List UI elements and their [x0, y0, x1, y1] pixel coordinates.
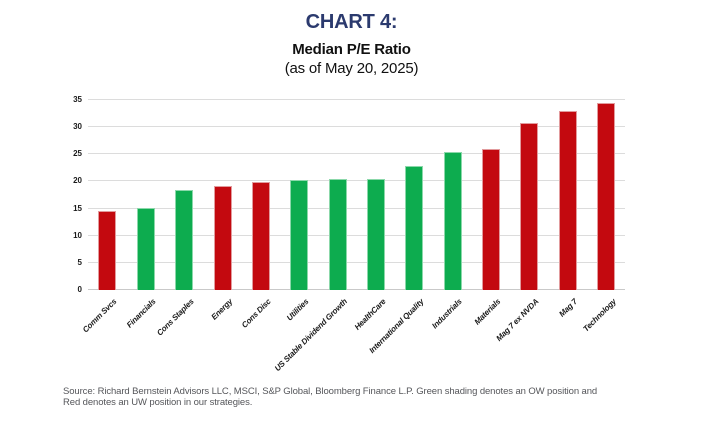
x-axis-label: HealthCare — [352, 297, 388, 332]
chart-number-heading: CHART 4: — [305, 11, 398, 33]
bar-financials — [136, 208, 155, 290]
bar-industrials — [443, 151, 462, 290]
gridline — [88, 180, 625, 182]
bar-mag-7 — [558, 110, 577, 290]
source-note-line2: Red denotes an UW position in our strate… — [63, 396, 253, 408]
bar-cons-staples — [175, 189, 194, 290]
x-axis-label: Comm Svcs — [81, 297, 119, 335]
x-axis-label: Cons Staples — [155, 297, 196, 338]
source-note-line1: Source: Richard Bernstein Advisors LLC, … — [63, 386, 598, 397]
y-axis-tick-label: 15 — [73, 203, 82, 213]
bar-chart-plot-area: 0 5 10 15 20 25 30 35 Comm Svcs Financials Cons St… — [73, 95, 625, 373]
gridline — [88, 261, 625, 263]
gridline — [88, 99, 625, 100]
chart-subtitle: (as of May 20, 2025) — [284, 60, 419, 77]
y-axis-tick-label: 35 — [73, 95, 82, 104]
bar-materials — [482, 148, 501, 290]
gridline — [88, 234, 625, 236]
x-axis-baseline — [88, 289, 625, 290]
gridline — [88, 126, 625, 128]
y-axis-tick-label: 25 — [73, 149, 82, 159]
x-axis-label: Mag 7 — [557, 297, 580, 319]
bar-comm-svcs — [98, 210, 117, 290]
gridline — [88, 207, 625, 209]
x-axis-label: Industrials — [430, 297, 465, 331]
bar-healthcare — [366, 178, 385, 290]
x-axis-label: Energy — [209, 297, 234, 322]
chart-title: Median P/E Ratio — [292, 41, 411, 58]
bar-cons-disc — [251, 181, 270, 290]
gridline — [88, 153, 625, 155]
bar-mag-7-ex-nvda — [520, 123, 539, 290]
y-axis-tick-label: 20 — [73, 176, 82, 186]
bar-international-quality — [405, 166, 424, 290]
bar-utilities — [290, 179, 309, 290]
x-axis-label: Technology — [580, 297, 618, 334]
x-axis-label: Financials — [124, 297, 158, 330]
bar-technology — [597, 103, 616, 290]
y-axis-tick-label: 30 — [73, 122, 82, 132]
x-axis-label: Utilities — [285, 297, 311, 323]
bar-energy — [213, 186, 232, 290]
source-note: Source: Richard Bernstein Advisors LLC, … — [63, 386, 683, 408]
x-axis-label: Cons Disc — [239, 297, 273, 330]
y-axis-tick-label: 10 — [73, 230, 82, 240]
x-axis-label: US Stable Dividend Growth — [272, 297, 349, 374]
x-axis-label: Materials — [472, 297, 503, 327]
y-axis-tick-label: 0 — [77, 285, 82, 294]
bar-us-stable-dividend-growth — [328, 178, 347, 290]
y-axis-tick-label: 5 — [77, 257, 82, 267]
